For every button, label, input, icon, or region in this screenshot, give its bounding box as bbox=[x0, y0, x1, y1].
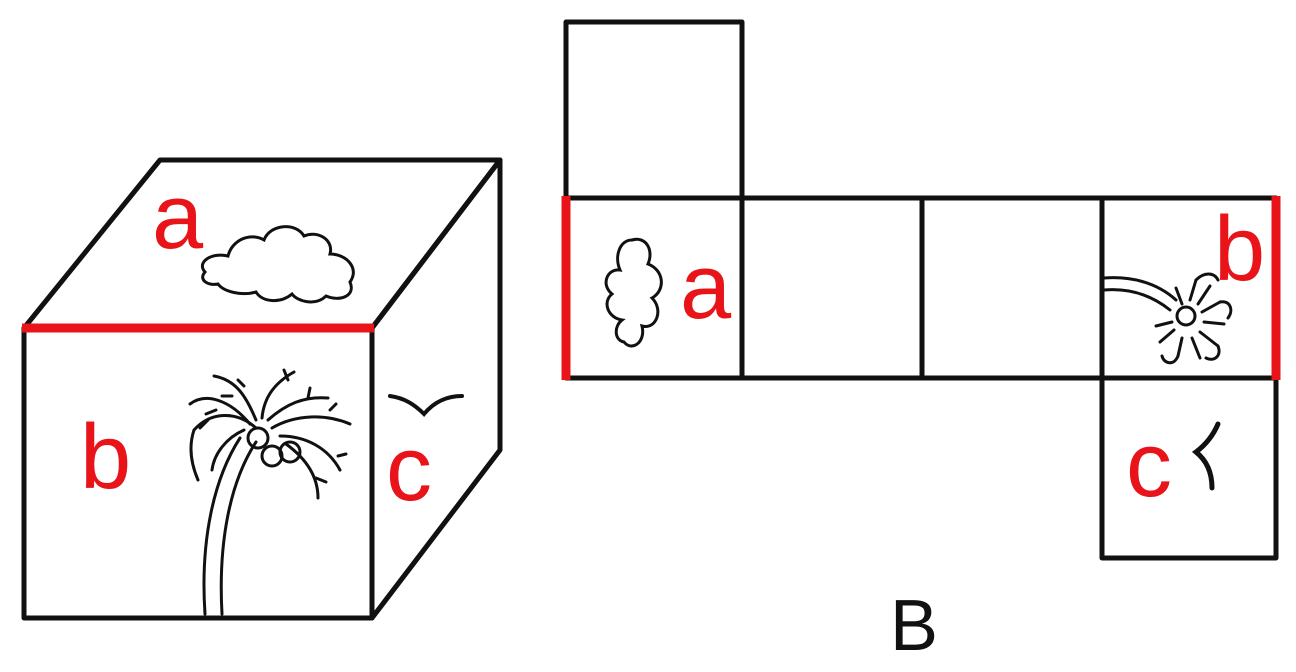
cube bbox=[21, 157, 503, 621]
net-face-c bbox=[1099, 375, 1279, 561]
net-face-b-label: b bbox=[1214, 198, 1265, 300]
cube-top-label: a bbox=[152, 166, 204, 268]
bird-icon bbox=[1191, 421, 1221, 491]
cloud-icon bbox=[201, 225, 355, 304]
cube-side-face bbox=[369, 157, 503, 621]
net-face-c-label: c bbox=[1126, 414, 1172, 516]
net bbox=[561, 19, 1281, 561]
net-blank-face-2 bbox=[919, 195, 1105, 381]
cloud-icon bbox=[604, 237, 663, 348]
option-label: B bbox=[890, 586, 938, 666]
net-blank-face-1 bbox=[739, 195, 925, 381]
cube-front-label: b bbox=[80, 406, 131, 508]
net-top-square bbox=[563, 19, 745, 201]
palm-tree-icon bbox=[188, 368, 352, 616]
cube-front-face bbox=[21, 325, 375, 621]
cube-side-label: c bbox=[386, 418, 432, 520]
palm-tree-icon bbox=[1102, 272, 1233, 365]
net-face-a-label: a bbox=[680, 236, 732, 338]
cube-top-face bbox=[21, 157, 503, 331]
bird-icon bbox=[388, 394, 464, 417]
